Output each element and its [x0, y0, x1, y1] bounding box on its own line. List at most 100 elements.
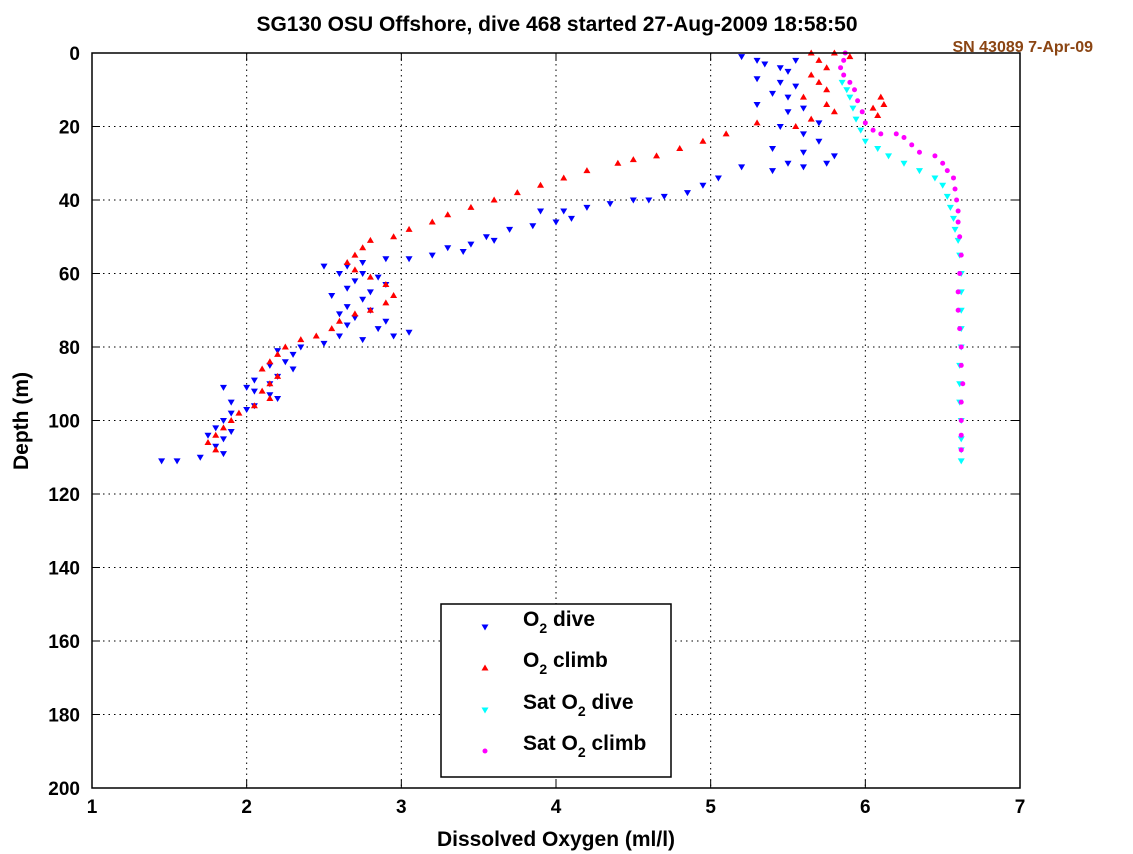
axis-ticks: [91, 52, 1021, 789]
data-point: [490, 196, 498, 203]
data-point: [227, 399, 235, 406]
data-point: [955, 307, 961, 313]
data-point: [776, 79, 784, 86]
legend-box: [440, 603, 672, 778]
data-point: [753, 119, 761, 126]
y-tick-label: 40: [59, 191, 80, 212]
data-point: [351, 278, 359, 285]
data-point: [957, 234, 963, 240]
data-point: [250, 388, 258, 395]
data-point: [877, 93, 885, 100]
y-tick-label: 0: [69, 44, 80, 65]
data-point: [869, 104, 877, 111]
data-point: [537, 181, 545, 188]
data-point: [289, 351, 297, 358]
data-point: [297, 344, 305, 351]
data-point: [852, 116, 860, 123]
data-point: [874, 111, 882, 118]
data-point: [266, 362, 274, 369]
data-point: [769, 146, 777, 153]
data-point: [799, 105, 807, 112]
data-point: [366, 306, 374, 313]
data-point: [957, 271, 963, 276]
data-point: [614, 159, 622, 166]
data-point: [219, 384, 227, 391]
data-point: [855, 98, 861, 104]
data-point: [784, 160, 792, 167]
data-point: [390, 333, 398, 340]
data-point: [900, 160, 908, 167]
data-point: [359, 244, 367, 251]
data-point: [799, 93, 807, 100]
data-point: [753, 76, 761, 83]
y-tick-label: 200: [48, 779, 80, 800]
data-point: [529, 223, 537, 230]
data-point: [343, 258, 351, 265]
data-point: [957, 326, 963, 332]
data-point: [939, 182, 947, 189]
data-point: [328, 325, 336, 332]
legend-marker: [481, 624, 489, 631]
data-point: [950, 175, 956, 181]
data-point: [513, 189, 521, 196]
data-point: [196, 454, 204, 461]
data-point: [606, 201, 614, 208]
data-point: [405, 329, 413, 336]
data-point: [769, 168, 777, 175]
data-point: [158, 458, 166, 465]
data-point: [815, 138, 823, 145]
data-point: [823, 86, 831, 93]
data-point: [841, 57, 847, 63]
data-point: [366, 236, 374, 243]
legend-entry: Sat O2 climb: [523, 732, 646, 760]
data-point: [390, 233, 398, 240]
legend-entry: Sat O2 dive: [523, 691, 634, 719]
data-point: [560, 174, 568, 181]
data-point: [366, 273, 374, 280]
data-point: [792, 123, 800, 129]
data-point: [784, 68, 792, 75]
data-point: [849, 105, 857, 112]
legend-marker: [481, 707, 489, 714]
data-point: [444, 245, 452, 252]
data-point: [944, 168, 950, 174]
data-point: [382, 281, 390, 288]
data-point: [885, 153, 893, 160]
data-point: [343, 304, 351, 311]
data-point: [940, 160, 946, 166]
data-point: [629, 156, 637, 163]
data-point: [870, 127, 876, 133]
data-point: [428, 252, 436, 259]
data-point: [428, 218, 436, 225]
data-point: [351, 315, 359, 322]
data-point: [405, 225, 413, 232]
data-point: [958, 432, 964, 438]
data-point: [955, 208, 961, 214]
data-point: [943, 193, 951, 200]
data-point: [823, 64, 831, 71]
data-point: [382, 299, 390, 306]
data-point: [676, 145, 684, 152]
data-point: [552, 219, 560, 226]
data-point: [482, 234, 490, 241]
data-point: [799, 131, 807, 138]
x-tick-label: 1: [87, 797, 98, 818]
series-o2-dive: [158, 54, 838, 465]
series-o2-climb: [204, 49, 888, 453]
data-point: [289, 366, 297, 373]
data-point: [560, 208, 568, 215]
data-point: [753, 101, 761, 108]
data-point: [227, 410, 235, 417]
data-point: [722, 130, 730, 137]
data-point: [320, 263, 328, 270]
data-point: [281, 343, 289, 350]
data-point: [653, 152, 661, 159]
data-point: [843, 87, 851, 94]
data-point: [343, 263, 351, 270]
data-point: [838, 65, 844, 71]
data-point: [390, 292, 398, 299]
data-point: [738, 54, 746, 61]
data-point: [769, 90, 777, 97]
y-tick-label: 20: [59, 118, 80, 139]
data-point: [815, 120, 823, 127]
